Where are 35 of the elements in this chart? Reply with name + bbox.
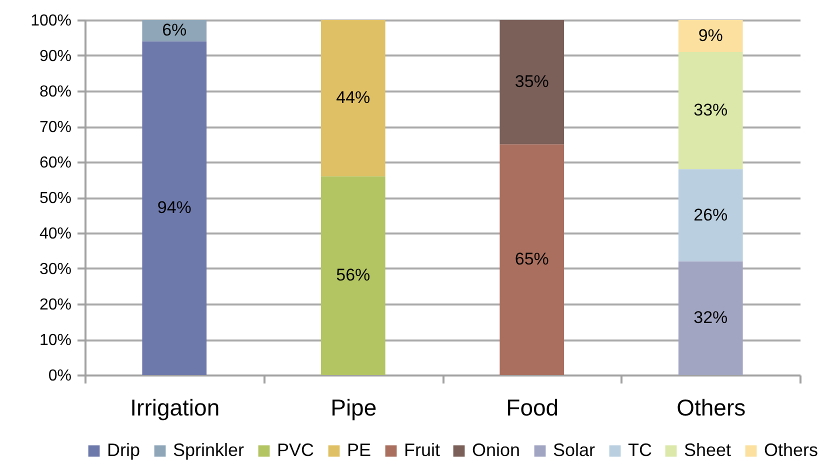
data-label: 33% bbox=[694, 100, 728, 120]
data-label: 9% bbox=[698, 26, 723, 45]
y-tick-label: 30% bbox=[39, 261, 72, 278]
y-tick-label: 70% bbox=[39, 119, 72, 136]
data-label: 32% bbox=[694, 308, 728, 328]
y-tick-label: 100% bbox=[30, 12, 72, 30]
y-tick-label: 10% bbox=[39, 332, 72, 349]
x-tick-label: Others bbox=[676, 394, 746, 420]
y-tick-label: 90% bbox=[39, 48, 72, 65]
x-tick-label: Pipe bbox=[330, 394, 377, 420]
data-label: 44% bbox=[336, 88, 370, 108]
y-tick-label: 0% bbox=[48, 368, 72, 384]
x-tick-label: Food bbox=[506, 394, 559, 420]
legend-label: Onion bbox=[472, 440, 520, 460]
legend-label: Drip bbox=[107, 440, 140, 460]
legend-label: TC bbox=[628, 440, 652, 460]
y-tick-label: 60% bbox=[39, 154, 72, 172]
legend-label: PE bbox=[347, 440, 372, 460]
x-tick-label: Irrigation bbox=[130, 394, 220, 420]
data-label: 26% bbox=[694, 205, 728, 224]
y-tick-label: 50% bbox=[39, 190, 72, 207]
legend-label: Others bbox=[764, 440, 818, 460]
legend-label: Solar bbox=[553, 440, 596, 460]
data-label: 56% bbox=[336, 266, 370, 285]
data-label: 6% bbox=[162, 20, 187, 40]
y-tick-label: 20% bbox=[39, 296, 72, 314]
legend-label: Sprinkler bbox=[173, 440, 244, 460]
y-tick-label: 80% bbox=[39, 84, 72, 100]
data-label: 94% bbox=[157, 198, 192, 218]
legend-label: PVC bbox=[277, 440, 314, 460]
data-label: 65% bbox=[514, 250, 549, 269]
legend-label: Sheet bbox=[684, 440, 732, 460]
y-tick-label: 40% bbox=[39, 226, 72, 242]
data-label: 35% bbox=[514, 72, 549, 92]
legend-label: Fruit bbox=[404, 440, 440, 460]
